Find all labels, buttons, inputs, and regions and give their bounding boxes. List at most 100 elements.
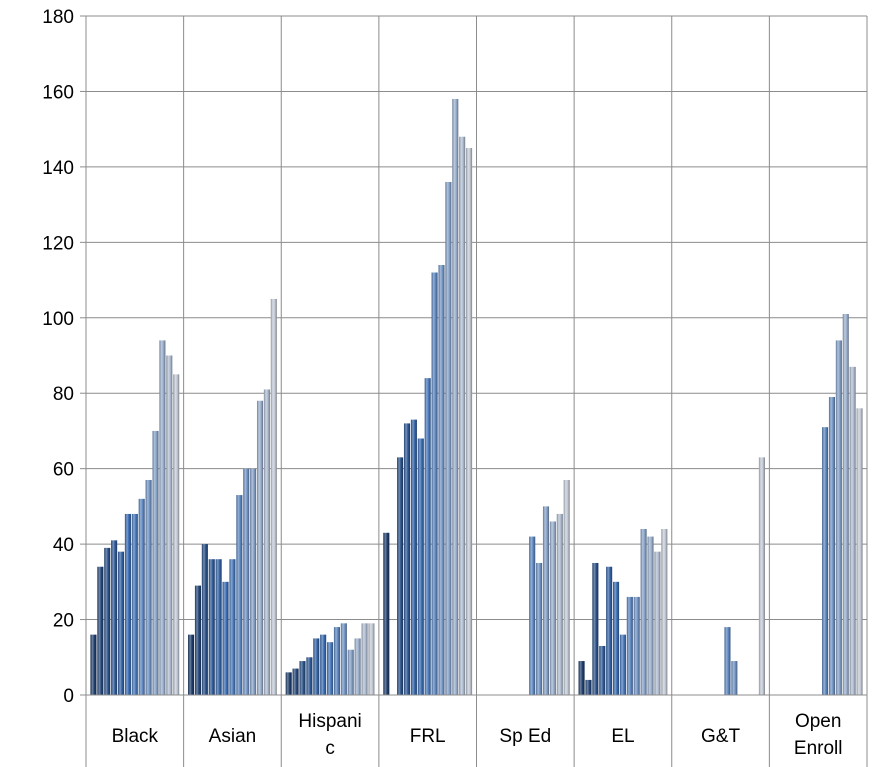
bar <box>613 581 620 695</box>
bar <box>397 457 404 695</box>
bar <box>626 596 633 695</box>
bar <box>599 645 606 695</box>
bar <box>619 634 626 695</box>
bar <box>117 551 125 695</box>
y-tick-label: 120 <box>42 233 74 254</box>
bar <box>592 562 599 695</box>
bar <box>236 495 243 695</box>
bar <box>166 355 173 695</box>
bar <box>647 536 654 695</box>
bar <box>452 98 459 696</box>
category-label: Hispani <box>298 711 361 732</box>
bar <box>424 378 431 695</box>
bar <box>188 634 195 695</box>
y-tick-label: 20 <box>53 611 74 632</box>
y-tick-label: 40 <box>53 535 74 556</box>
y-tick-label: 0 <box>63 686 74 707</box>
bar <box>292 668 299 695</box>
bars <box>90 98 863 696</box>
bar <box>633 596 640 695</box>
category-label: Enroll <box>794 738 843 759</box>
category-label: Black <box>112 726 159 747</box>
category-label: Open <box>795 711 841 732</box>
bar <box>368 623 375 695</box>
bar <box>243 468 250 695</box>
gridlines <box>86 15 868 767</box>
bar <box>131 513 138 695</box>
bar <box>173 374 180 695</box>
bar <box>417 438 424 695</box>
bar <box>529 536 536 695</box>
bar <box>640 529 647 695</box>
bar <box>138 498 145 695</box>
bar <box>256 400 264 695</box>
bar <box>856 408 863 695</box>
bar <box>383 532 390 695</box>
bar <box>320 634 327 695</box>
bar <box>606 566 613 695</box>
bar <box>263 389 270 695</box>
bar <box>724 627 731 695</box>
bar <box>354 638 361 695</box>
bar <box>340 623 347 695</box>
bar <box>822 427 829 695</box>
bar <box>403 423 411 695</box>
y-tick-label: 60 <box>53 460 74 481</box>
y-tick-label: 80 <box>53 384 74 405</box>
bar <box>361 623 368 695</box>
bar <box>549 521 556 695</box>
bar <box>270 298 277 695</box>
bar <box>536 562 543 695</box>
bar <box>466 148 473 695</box>
bar <box>661 529 668 695</box>
bar <box>201 544 208 695</box>
bar <box>849 366 856 695</box>
bar <box>152 430 159 695</box>
category-label: Asian <box>209 726 257 747</box>
y-tick-label: 180 <box>42 7 74 28</box>
category-label: EL <box>611 726 634 747</box>
bar <box>111 540 118 695</box>
bar <box>563 479 570 695</box>
bar <box>445 181 452 696</box>
bar <box>215 559 222 695</box>
bar <box>145 479 152 695</box>
bar <box>347 649 354 695</box>
category-label: G&T <box>701 726 740 747</box>
bar <box>542 506 550 695</box>
bar <box>222 581 229 695</box>
bar <box>410 419 417 695</box>
bar <box>438 264 445 695</box>
bar <box>194 585 202 695</box>
bar <box>842 314 849 695</box>
bar <box>306 657 313 695</box>
axes <box>80 15 867 767</box>
bar <box>159 340 166 695</box>
bar <box>104 547 111 695</box>
bar <box>299 661 306 695</box>
bar <box>835 340 842 695</box>
labels: 0 20 40 60 80 100 120 140 160 180 Black Asian Hispan… <box>42 7 842 759</box>
y-tick-label: 160 <box>42 82 74 103</box>
bar <box>578 661 585 695</box>
category-label: FRL <box>410 726 446 747</box>
bar <box>556 513 563 695</box>
bar <box>124 513 131 695</box>
bar <box>585 679 592 695</box>
bar <box>431 272 438 695</box>
bar <box>731 661 738 695</box>
bar <box>459 136 466 695</box>
bar <box>828 396 836 695</box>
bar <box>250 468 257 695</box>
y-tick-label: 100 <box>42 309 74 330</box>
bar <box>758 457 765 695</box>
bar <box>313 638 320 695</box>
bar <box>285 672 292 695</box>
bar <box>90 634 97 695</box>
bar <box>208 559 215 695</box>
bar <box>97 566 104 695</box>
bar <box>333 627 340 695</box>
y-tick-label: 140 <box>42 158 74 179</box>
bar <box>229 559 236 695</box>
